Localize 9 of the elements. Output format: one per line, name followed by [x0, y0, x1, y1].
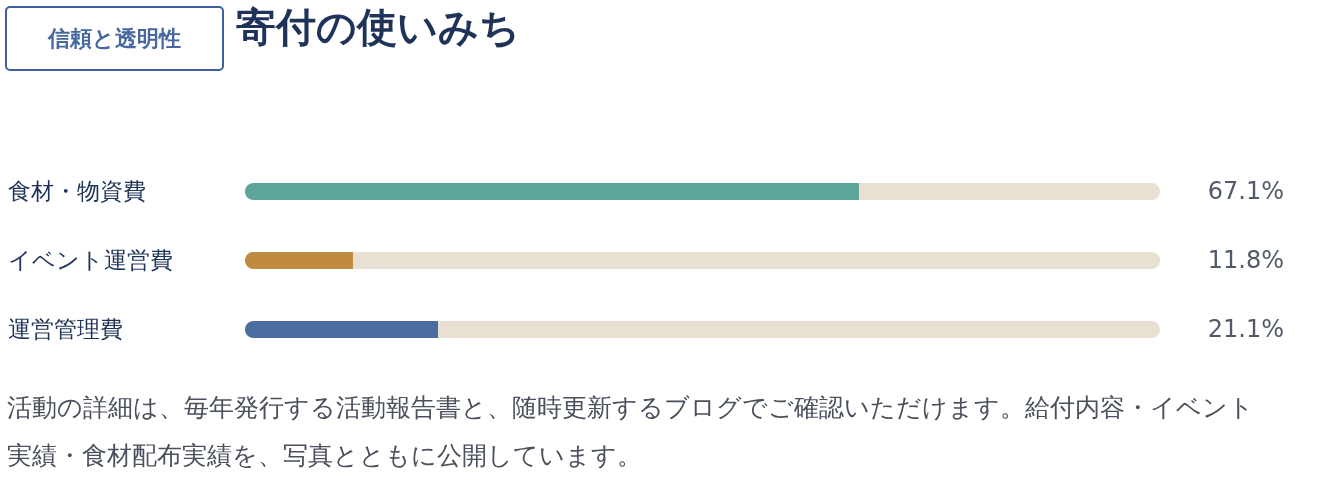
- chart-title: 寄付の使いみち: [236, 4, 520, 50]
- data-label: 11.8%: [1207, 245, 1284, 274]
- y-tick-label: 運営管理費: [7, 315, 123, 342]
- chart-subtitle: 信頼と透明性: [46, 26, 181, 51]
- data-label: 21.1%: [1207, 314, 1284, 343]
- y-tick-label: イベント運営費: [7, 246, 173, 273]
- text: 活動の詳細は、毎年発行する活動報告書と、随時更新するブログでご確認いただけます。給付内容・イベント実績・食材配布実績を、写真とともに公開しています。: [7, 393, 1254, 470]
- data-label: 67.1%: [1207, 176, 1284, 205]
- y-tick-label: 食材・物資費: [7, 177, 146, 204]
